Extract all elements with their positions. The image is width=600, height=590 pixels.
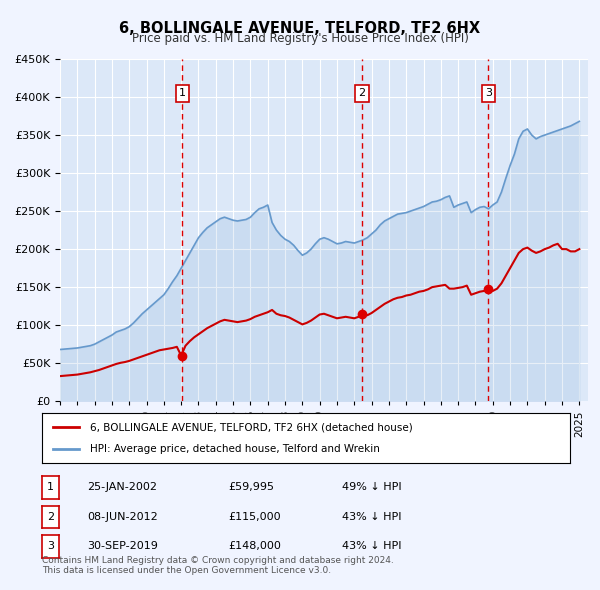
Text: 2: 2 [358, 88, 365, 98]
Text: £148,000: £148,000 [228, 542, 281, 551]
Text: 2: 2 [47, 512, 54, 522]
Text: 3: 3 [485, 88, 492, 98]
Text: 43% ↓ HPI: 43% ↓ HPI [342, 512, 401, 522]
Text: Price paid vs. HM Land Registry's House Price Index (HPI): Price paid vs. HM Land Registry's House … [131, 32, 469, 45]
Text: 25-JAN-2002: 25-JAN-2002 [87, 483, 157, 492]
Text: £59,995: £59,995 [228, 483, 274, 492]
Text: HPI: Average price, detached house, Telford and Wrekin: HPI: Average price, detached house, Telf… [89, 444, 379, 454]
Text: 49% ↓ HPI: 49% ↓ HPI [342, 483, 401, 492]
Text: 30-SEP-2019: 30-SEP-2019 [87, 542, 158, 551]
Text: 43% ↓ HPI: 43% ↓ HPI [342, 542, 401, 551]
Text: 08-JUN-2012: 08-JUN-2012 [87, 512, 158, 522]
Text: 6, BOLLINGALE AVENUE, TELFORD, TF2 6HX: 6, BOLLINGALE AVENUE, TELFORD, TF2 6HX [119, 21, 481, 35]
Text: 1: 1 [47, 483, 54, 492]
Text: 3: 3 [47, 542, 54, 551]
Text: Contains HM Land Registry data © Crown copyright and database right 2024.
This d: Contains HM Land Registry data © Crown c… [42, 556, 394, 575]
Text: £115,000: £115,000 [228, 512, 281, 522]
Text: 1: 1 [179, 88, 186, 98]
Text: 6, BOLLINGALE AVENUE, TELFORD, TF2 6HX (detached house): 6, BOLLINGALE AVENUE, TELFORD, TF2 6HX (… [89, 422, 412, 432]
